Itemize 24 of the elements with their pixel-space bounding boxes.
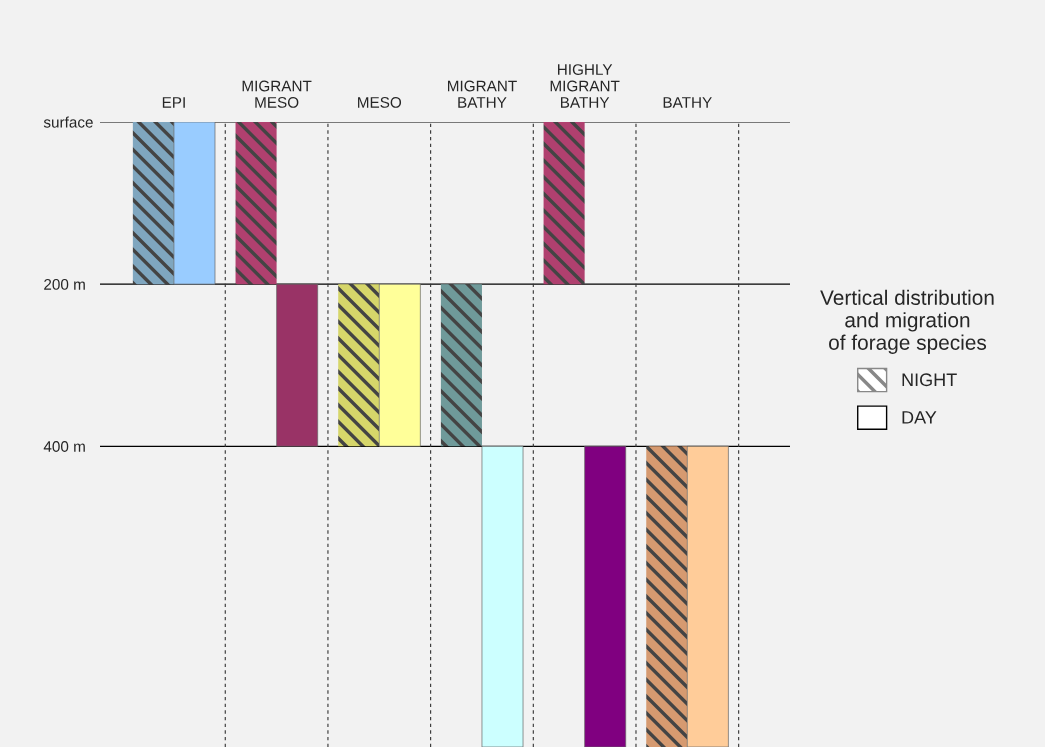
bar	[543, 122, 585, 285]
bar	[173, 122, 216, 285]
x-tick-label: MESO	[358, 97, 402, 108]
x-tick-label: HIGHLY MIGRANT BATHY	[550, 64, 620, 108]
y-tick-label: 200 m	[44, 278, 85, 290]
bar	[338, 284, 380, 447]
bar	[235, 122, 277, 285]
y-tick-label: surface	[43, 116, 93, 128]
bar	[440, 284, 482, 447]
y-tick-label: 400 m	[43, 441, 85, 452]
bar	[686, 445, 729, 747]
bar	[584, 445, 627, 747]
x-tick-label: BATHY	[663, 97, 712, 108]
text: NIGHT	[902, 373, 957, 387]
text: DAY	[902, 411, 937, 424]
x-tick-label: MIGRANT MESO	[242, 80, 312, 108]
legend-title: Vertical distribution and migration of forage species	[820, 289, 994, 354]
bar	[481, 445, 524, 747]
bar	[646, 446, 688, 747]
bar	[132, 122, 174, 285]
x-tick-label: MIGRANT BATHY	[448, 80, 517, 108]
x-tick-label: EPI	[162, 97, 185, 108]
bar	[276, 283, 319, 447]
bar	[378, 283, 421, 447]
